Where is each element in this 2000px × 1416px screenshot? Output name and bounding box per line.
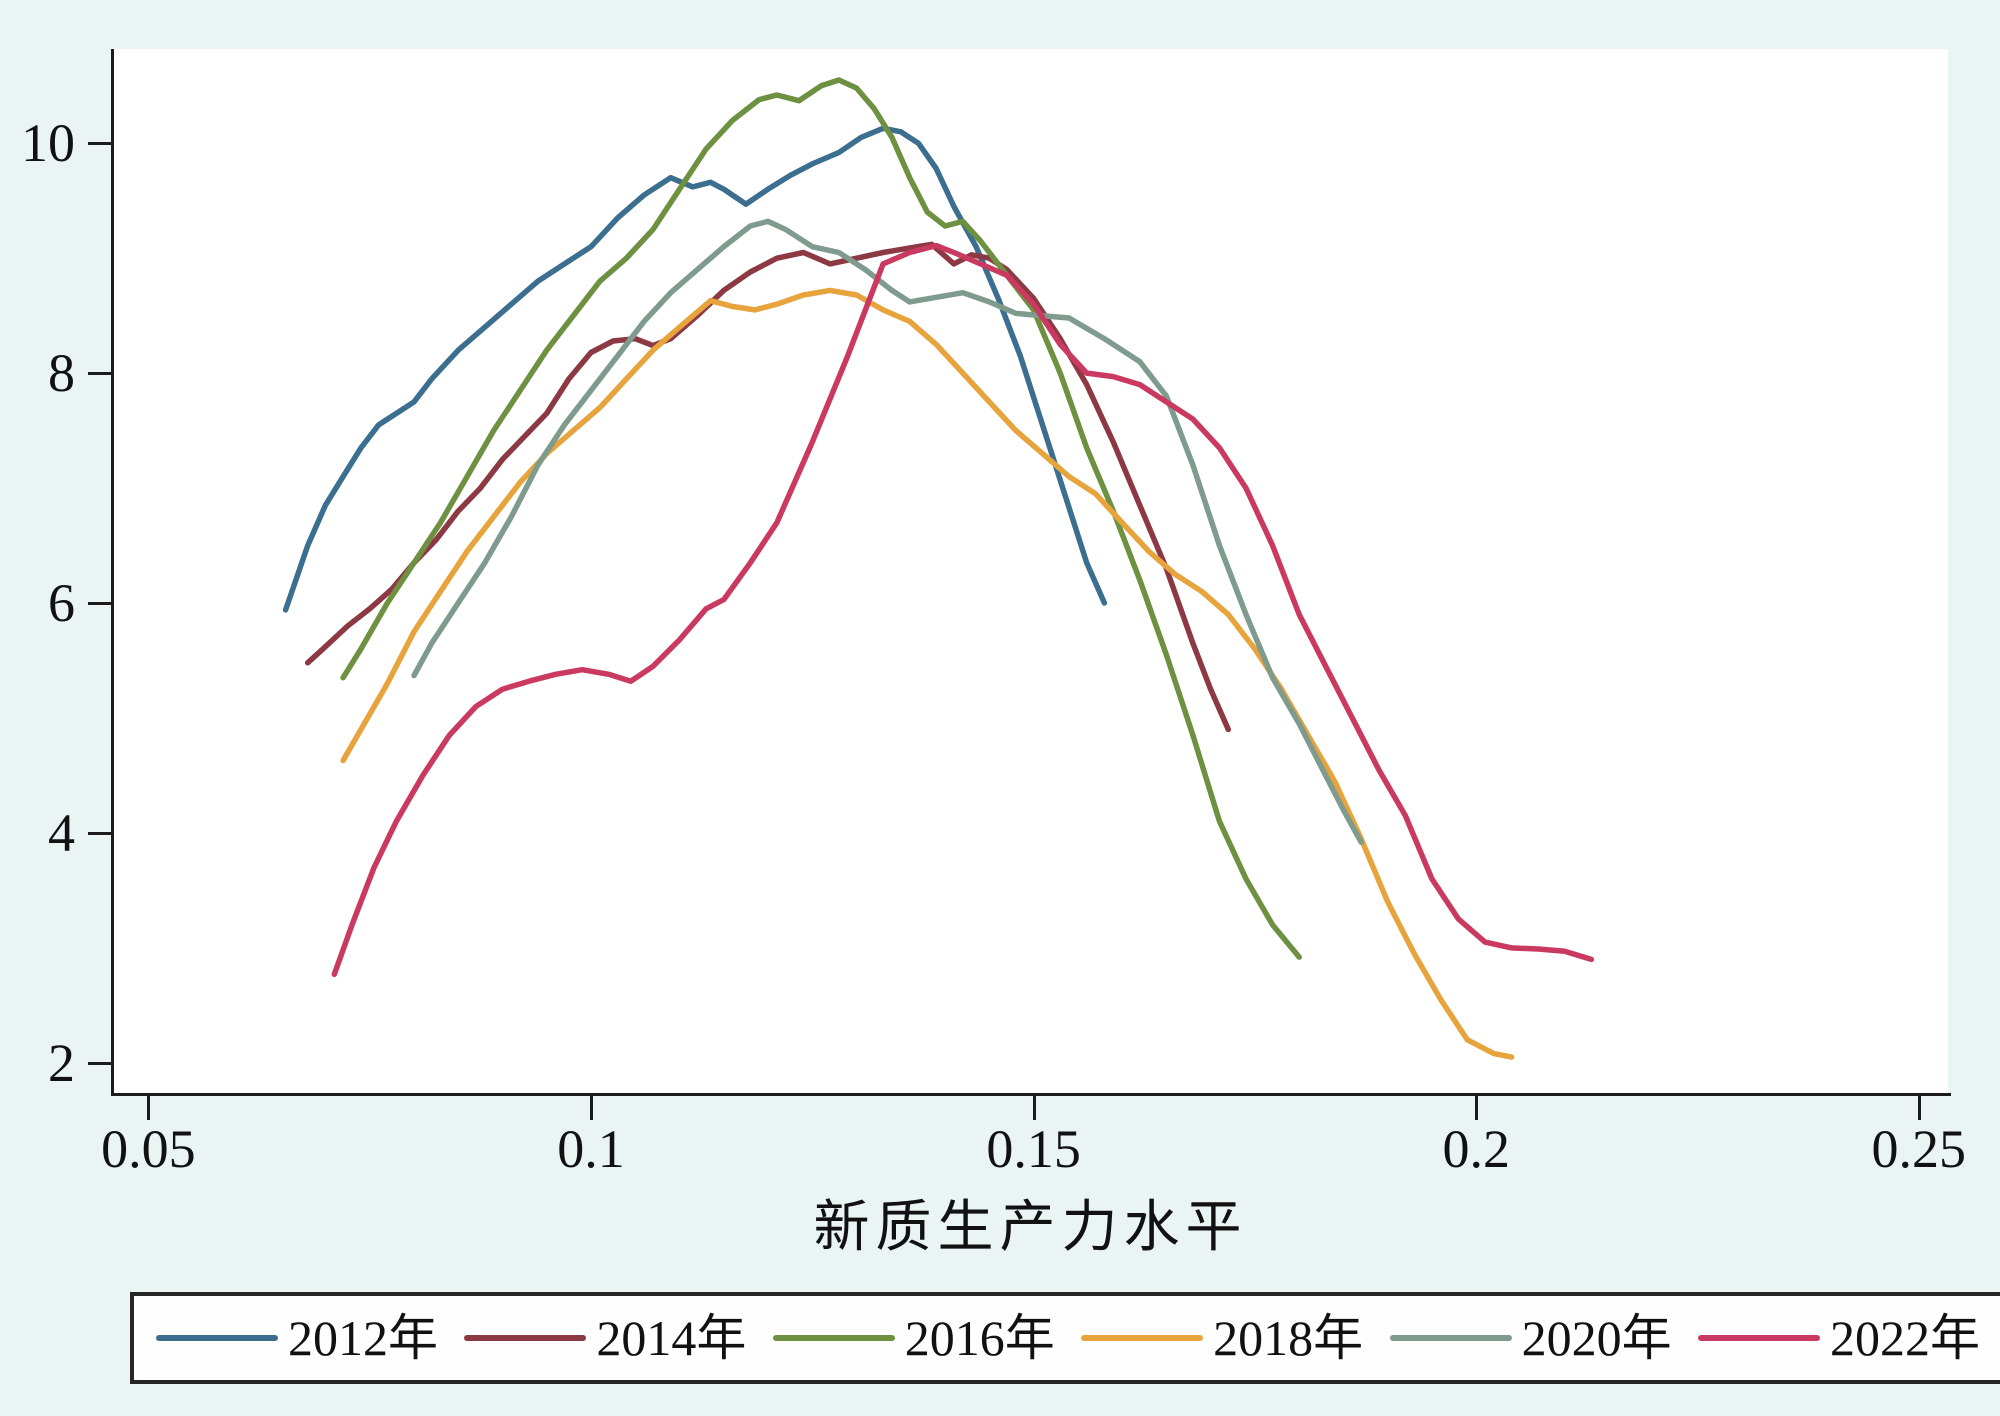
x-tick-mark [147,1096,151,1120]
legend-item-2012: 2012年 [156,1313,438,1363]
legend: 2012年 2014年 2016年 2018年 2020年 2022年 [130,1292,2000,1384]
legend-label: 2020年 [1521,1310,1672,1366]
x-axis-line [111,1093,1951,1096]
series-line-2012年 [282,125,1108,613]
legend-item-2014: 2014年 [464,1313,746,1363]
legend-line-swatch [156,1335,278,1341]
y-tick-label: 10 [21,113,75,174]
y-tick-label: 2 [48,1032,75,1093]
legend-label: 2016年 [904,1310,1055,1366]
legend-line-swatch [1697,1335,1820,1341]
series-line-2022年 [331,242,1595,978]
x-axis-title: 新质生产力水平 [813,1197,1248,1259]
legend-line-swatch [1081,1335,1204,1341]
x-tick-label: 0.25 [1871,1119,1967,1179]
y-axis-line [111,49,114,1096]
legend-item-2020: 2020年 [1389,1310,1672,1366]
y-tick-mark [88,602,112,606]
y-tick-mark [88,142,112,146]
legend-item-2016: 2016年 [772,1310,1055,1366]
x-tick-label: 0.15 [986,1119,1081,1179]
y-tick-label: 6 [48,573,75,634]
legend-line-swatch [772,1335,895,1341]
plot-area [113,49,1948,1095]
y-tick-mark [88,831,112,835]
series-line-2014年 [304,241,1232,733]
y-tick-mark [88,1061,112,1065]
legend-line-swatch [464,1335,587,1341]
x-tick-mark [590,1096,593,1120]
legend-label: 2018年 [1213,1310,1364,1366]
legend-line-swatch [1389,1335,1512,1341]
legend-label: 2012年 [288,1310,438,1366]
x-tick-label: 0.05 [101,1119,196,1179]
x-tick-mark [1032,1096,1036,1120]
legend-item-2022: 2022年 [1697,1310,1980,1366]
x-tick-mark [1475,1096,1479,1120]
y-tick-mark [88,372,112,376]
plot-svg [282,77,1595,1060]
legend-label: 2022年 [1829,1310,1980,1366]
y-tick-label: 8 [48,343,75,404]
x-tick-label: 0.2 [1442,1119,1510,1179]
y-tick-label: 4 [48,802,75,863]
x-tick-mark [1917,1096,1921,1120]
series-line-2018年 [340,287,1515,1060]
x-tick-label: 0.1 [557,1119,625,1179]
legend-label: 2014年 [596,1310,747,1366]
series-line-2016年 [340,77,1302,960]
legend-item-2018: 2018年 [1081,1313,1363,1363]
